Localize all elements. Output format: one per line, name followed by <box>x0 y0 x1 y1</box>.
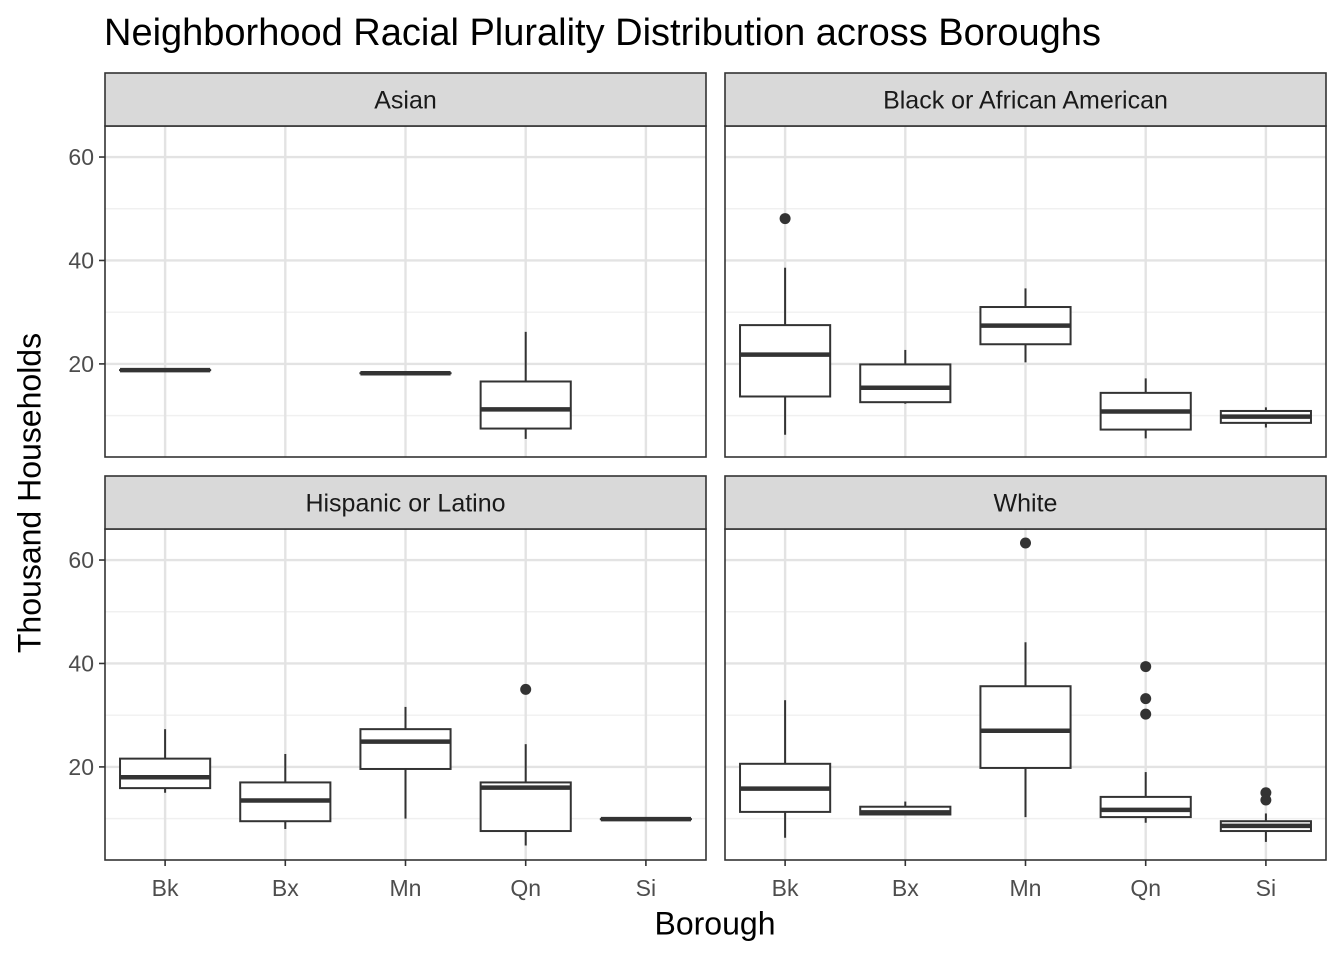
box-iqr <box>859 363 952 404</box>
outlier-point <box>1260 794 1272 806</box>
x-axis-label: Borough <box>654 905 776 942</box>
chart-title: Neighborhood Racial Plurality Distributi… <box>104 12 1101 54</box>
box-hispanic-or-latino-qn <box>479 683 572 846</box>
facet-strip-label: Black or African American <box>883 87 1168 115</box>
x-tick-label: Si <box>1256 875 1276 901</box>
box-black-or-african-american-bx <box>859 349 952 404</box>
y-tick-label: 60 <box>68 547 94 573</box>
outlier-point <box>1140 693 1152 705</box>
box-iqr <box>479 380 572 430</box>
box-hispanic-or-latino-bk <box>119 729 212 793</box>
box-iqr <box>479 781 572 833</box>
facet-asian: Asian 20 40 60 <box>68 72 707 458</box>
x-tick-label: Qn <box>1130 875 1161 901</box>
facet-strip <box>724 475 1327 530</box>
facet-strip-label: White <box>994 490 1058 518</box>
facet-black-or-african-american: Black or African American <box>724 72 1327 458</box>
y-tick-label: 20 <box>68 351 94 377</box>
facet-white: White Bk Bx Mn Qn Si <box>724 475 1327 901</box>
x-tick-label: Bk <box>152 875 179 901</box>
y-tick-label: 60 <box>68 144 94 170</box>
box-white-bk <box>739 700 832 838</box>
x-tick-label: Si <box>636 875 656 901</box>
outlier-point <box>520 683 532 695</box>
box-black-or-african-american-si <box>1219 407 1312 428</box>
box-black-or-african-american-mn <box>979 288 1072 363</box>
y-tick-label: 40 <box>68 247 94 273</box>
y-tick-label: 40 <box>68 650 94 676</box>
box-iqr <box>739 324 832 398</box>
facet-strip <box>104 72 707 127</box>
box-iqr <box>359 728 452 770</box>
box-black-or-african-american-bk <box>739 213 832 435</box>
facet-hispanic-or-latino: Hispanic or Latino 20 40 60 Bk Bx Mn Qn Si <box>68 475 707 901</box>
y-tick-label: 20 <box>68 754 94 780</box>
box-hispanic-or-latino-bx <box>239 753 332 829</box>
box-iqr <box>119 757 212 790</box>
box-black-or-african-american-qn <box>1099 378 1192 439</box>
x-tick-label: Qn <box>510 875 541 901</box>
x-tick-label: Bx <box>272 875 299 901</box>
outlier-point <box>1020 537 1031 549</box>
x-tick-label: Bx <box>892 875 919 901</box>
facet-strip <box>724 72 1327 127</box>
box-hispanic-or-latino-mn <box>359 706 452 819</box>
outlier-point <box>1140 661 1152 673</box>
box-iqr <box>979 685 1072 769</box>
facet-strip-label: Hispanic or Latino <box>305 490 505 518</box>
box-white-si <box>1219 787 1312 842</box>
box-asian-qn <box>479 331 572 439</box>
facet-strip <box>104 475 707 530</box>
box-white-bx <box>859 801 952 816</box>
facet-strip-label: Asian <box>374 87 437 115</box>
box-white-qn <box>1099 661 1192 823</box>
x-tick-label: Mn <box>1010 875 1042 901</box>
outlier-point <box>1140 708 1152 720</box>
y-axis-label: Thousand Households <box>11 332 48 654</box>
outlier-point <box>779 213 791 225</box>
box-white-mn <box>979 537 1072 818</box>
box-iqr <box>1099 795 1192 819</box>
x-tick-label: Bk <box>772 875 799 901</box>
x-tick-label: Mn <box>390 875 422 901</box>
